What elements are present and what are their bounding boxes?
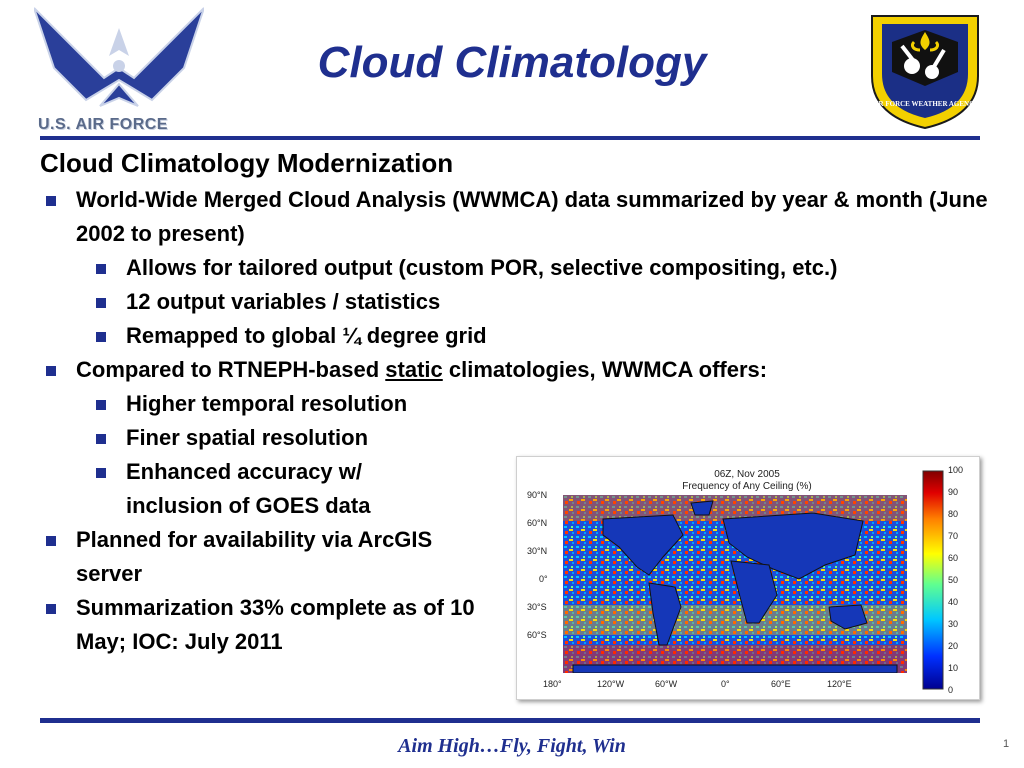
subbullet-remapped-grid: Remapped to global ¼ degree grid <box>40 319 990 353</box>
bullet-square-icon <box>96 434 106 444</box>
lon-label: 0° <box>721 679 730 689</box>
bullet-text: Summarization 33% complete as of 10 May;… <box>76 595 475 654</box>
bullet-compared-rtneph: Compared to RTNEPH-based static climatol… <box>40 353 990 387</box>
afwa-seal-logo: AIR FORCE WEATHER AGENCY <box>871 15 979 130</box>
lat-label: 0° <box>539 574 548 584</box>
colorbar-tick: 80 <box>948 509 959 519</box>
subbullet-temporal-resolution: Higher temporal resolution <box>40 387 566 421</box>
us-air-force-logo <box>34 7 204 107</box>
slide-body: Cloud Climatology Modernization World-Wi… <box>40 148 990 659</box>
bullet-summarization: Summarization 33% complete as of 10 May;… <box>40 591 480 659</box>
global-cloud-frequency-map <box>563 495 907 673</box>
colorbar-tick: 70 <box>948 531 959 541</box>
slide-title: Cloud Climatology <box>317 38 707 87</box>
bullet-square-icon <box>46 196 56 206</box>
colorbar-tick: 0 <box>948 685 954 695</box>
bullet-text: climatologies, WWMCA offers: <box>448 357 768 382</box>
subbullet-output-variables: 12 output variables / statistics <box>40 285 990 319</box>
colorbar-tick: 30 <box>948 619 959 629</box>
subbullet-spatial-resolution: Finer spatial resolution <box>40 421 476 455</box>
bullet-square-icon <box>46 366 56 376</box>
bullet-text: Higher temporal resolution <box>126 391 408 416</box>
bullet-text: Enhanced accuracy w/ inclusion of GOES d… <box>126 459 371 518</box>
colorbar-tick: 20 <box>948 641 959 651</box>
page-number: 1 <box>1003 738 1010 750</box>
bullet-text: World-Wide Merged Cloud Analysis (WWMCA)… <box>76 187 988 246</box>
lat-label: 30°S <box>527 602 547 612</box>
map-title-line2: Frequency of Any Ceiling (%) <box>682 481 812 492</box>
subbullet-tailored-output: Allows for tailored output (custom POR, … <box>40 251 990 285</box>
lat-label: 30°N <box>527 546 548 556</box>
bullet-text: Compared to RTNEPH-based <box>76 357 380 382</box>
lon-label: 60°E <box>771 679 791 689</box>
lon-label: 180° <box>543 679 562 689</box>
bullet-square-icon <box>96 298 106 308</box>
cloud-ceiling-map-figure: 06Z, Nov 2005 Frequency of Any Ceiling (… <box>516 456 980 700</box>
lat-label: 60°S <box>527 630 547 640</box>
lat-label: 90°N <box>527 490 548 500</box>
header-divider <box>40 136 980 140</box>
us-air-force-wordmark: U.S. AIR FORCE <box>38 116 168 133</box>
colorbar-tick: 50 <box>948 575 959 585</box>
lat-label: 60°N <box>527 518 548 528</box>
colorbar <box>922 470 944 690</box>
subbullet-enhanced-accuracy: Enhanced accuracy w/ inclusion of GOES d… <box>40 455 456 523</box>
bullet-square-icon <box>46 604 56 614</box>
bullet-text: Remapped to global ¼ degree grid <box>126 323 487 348</box>
bullet-text: Planned for availability via ArcGIS serv… <box>76 527 433 586</box>
section-heading: Cloud Climatology Modernization <box>40 148 454 178</box>
colorbar-tick: 90 <box>948 487 959 497</box>
svg-text:AIR FORCE WEATHER AGENCY: AIR FORCE WEATHER AGENCY <box>871 100 979 108</box>
footer-divider <box>40 718 980 723</box>
colorbar-tick: 100 <box>948 465 964 475</box>
underlined-word: static <box>385 357 443 382</box>
lon-label: 60°W <box>655 679 678 689</box>
bullet-square-icon <box>96 264 106 274</box>
lon-label: 120°E <box>827 679 852 689</box>
map-title-line1: 06Z, Nov 2005 <box>714 469 780 480</box>
bullet-square-icon <box>46 536 56 546</box>
bullet-arcgis: Planned for availability via ArcGIS serv… <box>40 523 436 591</box>
bullet-text: Finer spatial resolution <box>126 425 369 450</box>
bullet-wwmca: World-Wide Merged Cloud Analysis (WWMCA)… <box>40 183 990 251</box>
colorbar-tick: 10 <box>948 663 959 673</box>
bullet-text: Allows for tailored output (custom POR, … <box>126 255 838 280</box>
colorbar-tick: 60 <box>948 553 959 563</box>
bullet-square-icon <box>96 400 106 410</box>
lon-label: 120°W <box>597 679 625 689</box>
bullet-text: 12 output variables / statistics <box>126 289 441 314</box>
footer-motto: Aim High…Fly, Fight, Win <box>398 735 626 757</box>
bullet-square-icon <box>96 468 106 478</box>
bullet-square-icon <box>96 332 106 342</box>
colorbar-tick: 40 <box>948 597 959 607</box>
